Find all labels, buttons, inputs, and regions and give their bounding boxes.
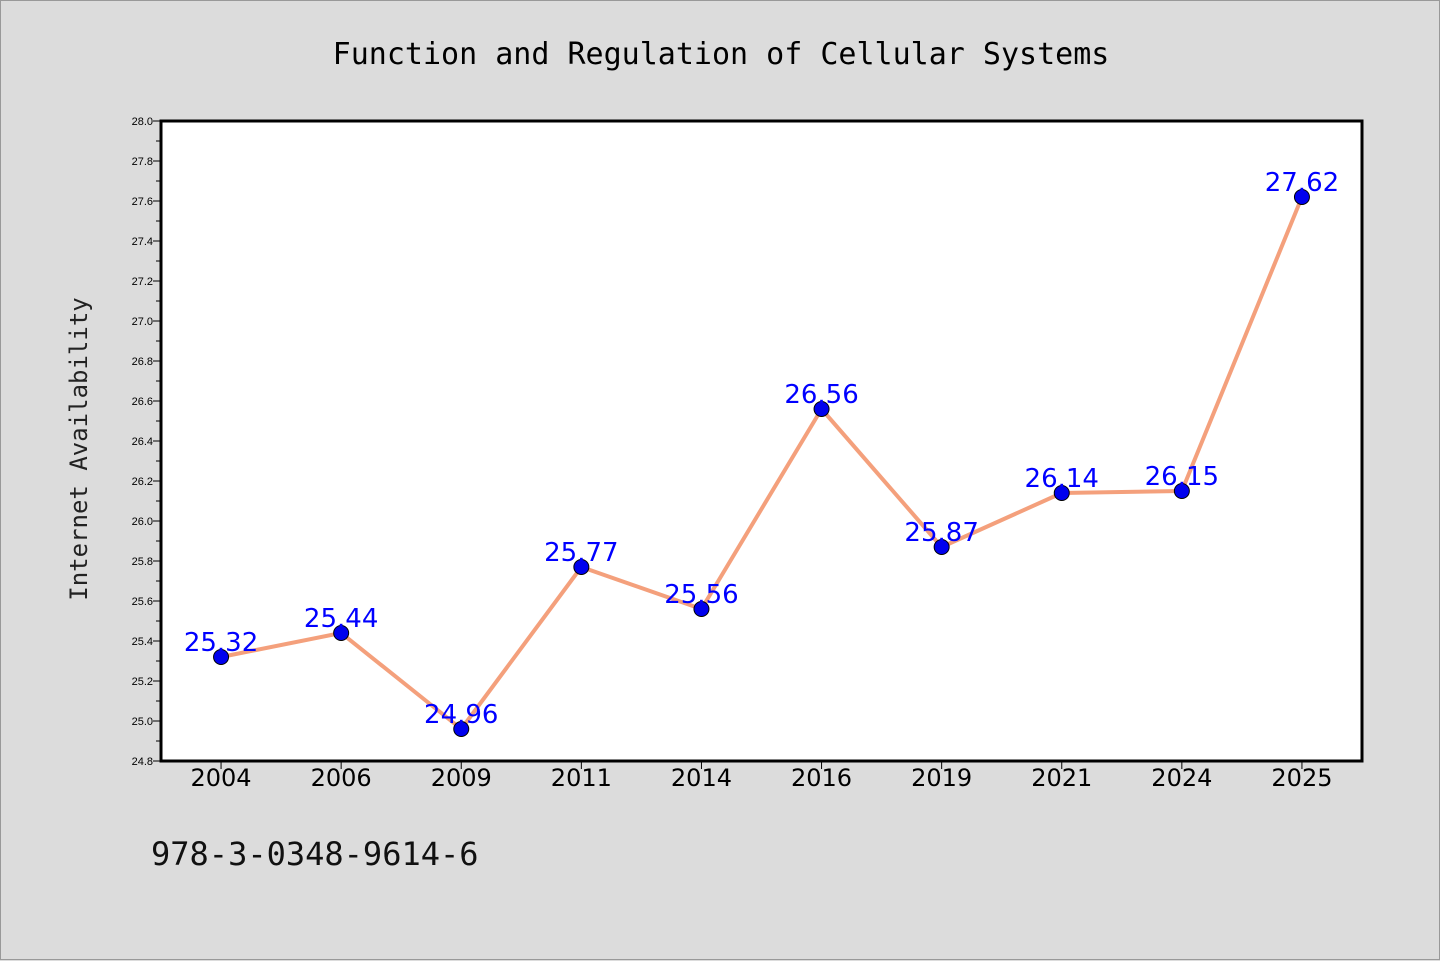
y-tick-label: 25.0 — [132, 716, 153, 728]
y-tick-label: 27.6 — [132, 196, 153, 208]
markers-group — [213, 189, 1310, 737]
y-tick-label: 26.2 — [132, 476, 153, 488]
series-line — [220, 196, 1304, 731]
data-point — [1173, 483, 1190, 499]
x-tick-label: 2014 — [671, 764, 732, 792]
data-point — [333, 625, 350, 641]
x-tick-label: 2009 — [431, 764, 492, 792]
x-tick-label: 2011 — [551, 764, 612, 792]
data-point — [693, 601, 710, 617]
y-tick-label: 25.6 — [132, 596, 153, 608]
series-line-group — [220, 196, 1304, 731]
data-point — [453, 721, 470, 737]
chart-title: Function and Regulation of Cellular Syst… — [333, 37, 1110, 72]
y-tick-label: 26.6 — [132, 396, 153, 408]
plot-area — [159, 119, 1364, 763]
y-tick-label: 27.2 — [132, 276, 153, 288]
data-label: 25.87 — [904, 518, 978, 548]
y-tick-label: 27.0 — [132, 316, 153, 328]
x-tick-label: 2025 — [1271, 764, 1332, 792]
x-tick-label: 2004 — [191, 764, 252, 792]
y-tick-label: 27.4 — [132, 236, 153, 248]
y-tick-label: 24.8 — [132, 756, 153, 768]
y-tick-label: 25.2 — [132, 676, 153, 688]
data-label: 27.62 — [1265, 168, 1339, 198]
x-tick-label: 2016 — [791, 764, 852, 792]
data-point — [813, 401, 830, 417]
data-label: 25.44 — [304, 604, 378, 634]
isbn-annotation: 978-3-0348-9614-6 — [151, 835, 479, 873]
data-label: 25.32 — [184, 628, 258, 658]
y-tick-label: 25.4 — [132, 636, 153, 648]
data-point — [1293, 189, 1310, 205]
x-tick-label: 2024 — [1151, 764, 1212, 792]
data-point — [573, 559, 590, 575]
data-label: 26.14 — [1025, 464, 1099, 494]
data-labels-group: 25.32 25.44 24.96 25.77 25.56 26.56 25.87 26.14… — [184, 168, 1339, 730]
data-point — [213, 649, 230, 665]
data-point — [1053, 485, 1070, 501]
data-label: 25.77 — [544, 538, 618, 568]
data-label: 26.15 — [1145, 462, 1219, 492]
y-tick-label: 26.4 — [132, 436, 153, 448]
x-tick-label: 2006 — [311, 764, 372, 792]
y-tick-label: 27.8 — [132, 156, 153, 168]
data-label: 25.56 — [664, 580, 738, 610]
y-tick-label: 25.8 — [132, 556, 153, 568]
data-label: 24.96 — [424, 700, 498, 730]
y-axis-label: Internet Availability — [65, 297, 93, 600]
y-axis: 24.8 25.0 25.2 25.4 25.6 25.8 26.0 26.2 26.4 26.6… — [132, 116, 161, 768]
y-tick-label: 26.0 — [132, 516, 153, 528]
y-tick-label: 26.8 — [132, 356, 153, 368]
data-point — [933, 539, 950, 555]
x-axis: 2004 2006 2009 2011 2014 2016 2019 2021 2024 2025 — [191, 761, 1332, 792]
y-tick-label: 28.0 — [132, 116, 153, 128]
data-label: 26.56 — [784, 380, 858, 410]
x-tick-label: 2019 — [911, 764, 972, 792]
x-tick-label: 2021 — [1031, 764, 1092, 792]
